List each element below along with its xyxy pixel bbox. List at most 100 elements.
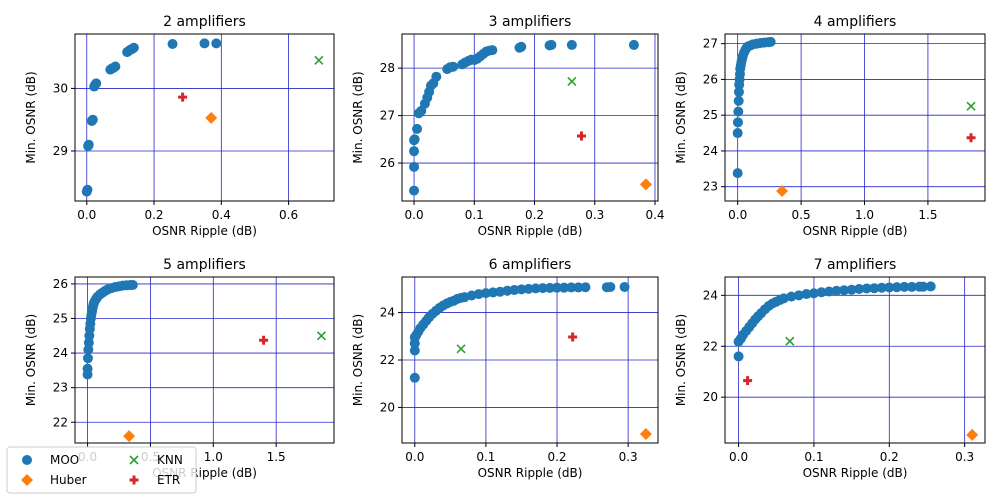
data-point-moo xyxy=(552,282,563,293)
data-point-moo xyxy=(523,283,534,294)
x-tick-label: 1.0 xyxy=(204,450,223,464)
data-point-moo xyxy=(605,281,616,292)
x-tick-label: 0.6 xyxy=(279,208,298,222)
data-point-moo xyxy=(127,279,138,290)
data-point-etr xyxy=(743,376,753,386)
series-moo xyxy=(409,39,639,196)
data-point-moo xyxy=(559,282,570,293)
series-knn xyxy=(314,55,324,65)
data-point-moo xyxy=(82,184,93,195)
series-knn xyxy=(456,344,466,354)
data-point-moo xyxy=(448,61,459,72)
x-axis-label: OSNR Ripple (dB) xyxy=(478,224,583,238)
data-point-moo xyxy=(573,282,584,293)
series-moo xyxy=(82,279,138,380)
legend-entry-etr: ETR xyxy=(129,473,180,487)
x-tick-label: 0.1 xyxy=(465,208,484,222)
data-point-moo xyxy=(906,281,917,292)
data-point-moo xyxy=(854,283,865,294)
data-point-moo xyxy=(409,146,420,157)
data-point-moo xyxy=(786,291,797,302)
legend-label: MOO xyxy=(50,453,79,467)
data-point-moo xyxy=(82,353,93,364)
data-point-moo xyxy=(530,283,541,294)
series-huber xyxy=(205,111,218,124)
y-tick-label: 24 xyxy=(703,144,718,158)
data-point-moo xyxy=(409,134,420,145)
data-point-moo xyxy=(733,106,744,117)
legend-marker-etr xyxy=(129,475,139,485)
x-axis-label: OSNR Ripple (dB) xyxy=(803,224,908,238)
x-tick-label: 0.0 xyxy=(77,208,96,222)
x-tick-label: 0.0 xyxy=(405,450,424,464)
data-point-knn xyxy=(966,101,976,111)
data-point-moo xyxy=(899,281,910,292)
data-point-moo xyxy=(83,139,94,150)
y-tick-label: 23 xyxy=(53,381,68,395)
data-point-knn xyxy=(314,55,324,65)
subplot-2: 0.0 0.1 0.2 0.3 0.4 26 27 28 3 amplifiers OSNR Ri… xyxy=(351,14,665,238)
x-tick-label: 1.5 xyxy=(267,450,286,464)
data-point-moo xyxy=(566,282,577,293)
y-tick-label: 26 xyxy=(703,72,718,86)
data-point-huber xyxy=(966,428,979,441)
x-tick-label: 1.5 xyxy=(918,208,937,222)
chart-title: 5 amplifiers xyxy=(163,257,246,273)
legend-entry-moo: MOO xyxy=(22,453,79,467)
plot-area xyxy=(402,34,658,201)
data-point-moo xyxy=(580,282,591,293)
series-etr xyxy=(178,92,188,102)
chart-title: 3 amplifiers xyxy=(489,14,572,30)
data-point-knn xyxy=(456,344,466,354)
y-tick-label: 25 xyxy=(53,312,68,326)
series-knn xyxy=(316,331,326,341)
data-point-moo xyxy=(409,372,420,383)
legend: MOO KNN Huber ETR xyxy=(6,446,197,494)
data-point-moo xyxy=(487,45,498,56)
legend-marker-huber xyxy=(21,474,33,486)
y-tick-label: 20 xyxy=(380,400,395,414)
x-tick-label: 0.2 xyxy=(144,208,163,222)
x-axis-label: OSNR Ripple (dB) xyxy=(478,466,583,480)
legend-box xyxy=(6,446,197,494)
x-tick-label: 1.0 xyxy=(855,208,874,222)
y-tick-label: 22 xyxy=(380,353,395,367)
x-tick-label: 0.1 xyxy=(804,450,823,464)
data-point-moo xyxy=(412,123,423,134)
data-point-moo xyxy=(87,114,98,125)
series-moo xyxy=(733,281,936,362)
series-etr xyxy=(743,376,753,386)
chart-title: 2 amplifiers xyxy=(163,14,246,30)
x-axis-label: OSNR Ripple (dB) xyxy=(152,224,257,238)
data-point-knn xyxy=(567,76,577,87)
axes-frame xyxy=(724,33,986,202)
x-tick-label: 0.4 xyxy=(645,208,664,222)
subplot-6: 0.0 0.1 0.2 0.3 20 22 24 7 amplifiers OSNR Rippl… xyxy=(674,257,986,480)
data-point-moo xyxy=(110,61,121,72)
data-point-huber xyxy=(205,111,218,124)
x-tick-label: 0.4 xyxy=(212,208,231,222)
y-tick-label: 28 xyxy=(380,61,395,75)
y-tick-label: 26 xyxy=(53,277,68,291)
data-point-moo xyxy=(925,281,936,292)
data-point-moo xyxy=(537,283,548,294)
data-point-etr xyxy=(568,332,578,342)
x-tick-label: 0.2 xyxy=(525,208,544,222)
data-point-knn xyxy=(785,336,795,346)
data-point-moo xyxy=(128,42,139,53)
data-point-moo xyxy=(409,185,420,196)
series-moo xyxy=(81,38,222,197)
data-point-moo xyxy=(846,284,857,295)
series-knn xyxy=(567,76,577,87)
x-tick-label: 0.3 xyxy=(619,450,638,464)
chart-title: 6 amplifiers xyxy=(489,257,572,273)
series-etr xyxy=(259,335,269,345)
series-knn xyxy=(966,101,976,111)
data-point-moo xyxy=(82,363,93,374)
data-point-moo xyxy=(91,78,102,89)
data-point-moo xyxy=(778,293,789,304)
data-point-moo xyxy=(891,282,902,293)
plot-area xyxy=(75,277,334,443)
axes-frame xyxy=(74,276,335,444)
